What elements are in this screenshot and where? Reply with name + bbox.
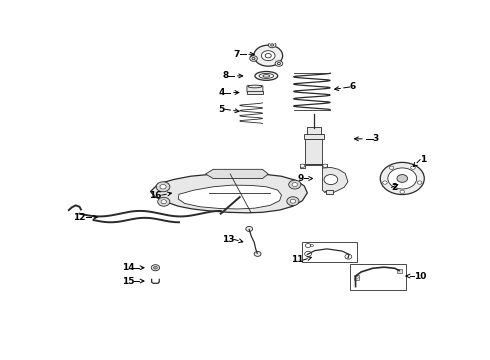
Circle shape	[246, 226, 253, 231]
Polygon shape	[300, 163, 327, 168]
Circle shape	[300, 164, 305, 167]
Polygon shape	[326, 190, 333, 194]
Text: 13: 13	[221, 235, 234, 244]
Text: 9: 9	[298, 174, 304, 183]
Bar	[354, 275, 359, 280]
Circle shape	[151, 265, 160, 271]
Circle shape	[269, 42, 276, 48]
Text: 14: 14	[122, 263, 134, 272]
Polygon shape	[322, 167, 348, 193]
Bar	[350, 264, 406, 290]
Circle shape	[261, 51, 275, 61]
Text: 6: 6	[350, 82, 356, 91]
Circle shape	[287, 197, 299, 206]
Circle shape	[388, 168, 416, 189]
Circle shape	[305, 244, 311, 247]
Polygon shape	[178, 185, 281, 209]
Text: 16: 16	[149, 190, 162, 199]
Circle shape	[254, 45, 283, 66]
Bar	[302, 242, 357, 262]
Bar	[307, 127, 320, 135]
Circle shape	[389, 166, 394, 169]
Circle shape	[323, 164, 327, 167]
Circle shape	[153, 266, 157, 269]
Text: 11: 11	[291, 256, 303, 265]
Circle shape	[411, 166, 415, 169]
Circle shape	[305, 251, 312, 256]
Text: 15: 15	[122, 276, 134, 285]
Text: 8: 8	[222, 71, 228, 80]
Circle shape	[380, 162, 424, 194]
Circle shape	[158, 197, 170, 206]
Circle shape	[161, 200, 167, 204]
Circle shape	[417, 181, 422, 184]
Circle shape	[292, 183, 297, 186]
Circle shape	[400, 190, 405, 193]
Text: 4: 4	[218, 88, 224, 97]
Circle shape	[250, 56, 257, 61]
Circle shape	[275, 61, 283, 66]
Ellipse shape	[248, 85, 262, 88]
Circle shape	[160, 185, 166, 189]
Circle shape	[156, 182, 170, 192]
Bar	[304, 134, 324, 139]
Circle shape	[355, 276, 358, 279]
Ellipse shape	[255, 72, 278, 80]
Circle shape	[289, 180, 301, 189]
Bar	[305, 139, 322, 163]
Bar	[397, 269, 402, 273]
Text: 5: 5	[218, 105, 224, 114]
FancyBboxPatch shape	[247, 86, 263, 92]
Text: 12: 12	[74, 213, 86, 222]
Text: 10: 10	[414, 271, 426, 280]
Circle shape	[383, 181, 387, 184]
Circle shape	[345, 254, 352, 259]
Text: 3: 3	[372, 134, 379, 143]
Bar	[246, 91, 263, 94]
Polygon shape	[206, 169, 268, 179]
Circle shape	[324, 175, 338, 185]
Circle shape	[290, 199, 295, 203]
Polygon shape	[150, 174, 307, 213]
Text: 1: 1	[420, 155, 426, 164]
Text: 2: 2	[392, 183, 398, 192]
Circle shape	[254, 251, 261, 256]
Circle shape	[397, 175, 408, 183]
Ellipse shape	[259, 73, 273, 78]
Text: 7: 7	[233, 50, 240, 59]
